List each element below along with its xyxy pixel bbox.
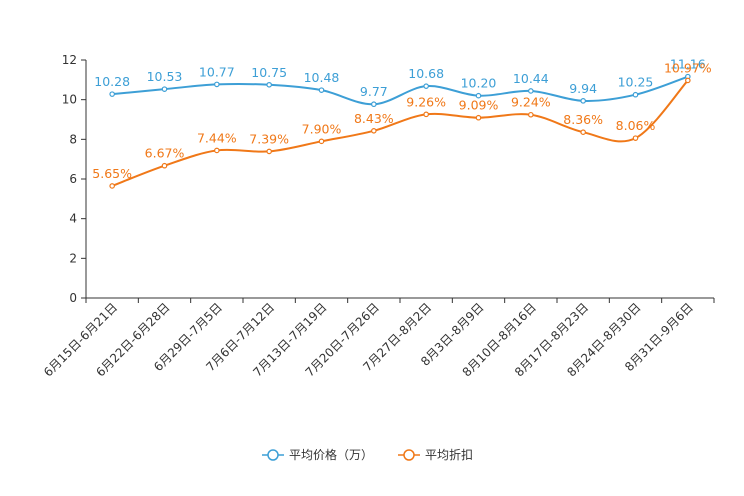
data-labels: 10.28 10.53 10.77 10.75 10.48 9.77 10.68 10.20 1… [92, 57, 711, 181]
data-label: 9.77 [360, 84, 388, 99]
data-label: 9.26% [406, 94, 446, 109]
legend-marker-icon [267, 449, 279, 461]
data-label: 10.25 [618, 75, 654, 90]
data-point[interactable] [580, 129, 586, 135]
data-point[interactable] [528, 88, 534, 94]
data-point[interactable] [475, 114, 482, 121]
data-label: 7.90% [302, 121, 342, 136]
data-point[interactable] [475, 92, 482, 99]
data-label: 9.94 [569, 81, 597, 96]
data-point[interactable] [161, 86, 168, 92]
legend-label: 平均价格（万） [289, 447, 373, 462]
data-point[interactable] [423, 111, 429, 118]
data-point[interactable] [109, 183, 115, 189]
data-label: 6.67% [145, 146, 185, 161]
data-point[interactable] [632, 135, 639, 141]
series-line-1 [111, 79, 689, 187]
data-point[interactable] [528, 111, 534, 118]
data-label: 10.44 [513, 71, 549, 86]
data-label: 8.36% [563, 112, 603, 127]
legend[interactable]: 平均价格（万） 平均折扣 [262, 447, 473, 462]
data-label: 10.20 [461, 76, 497, 91]
data-label: 9.24% [511, 95, 551, 110]
data-point[interactable] [580, 98, 586, 104]
y-tick-label: 4 [69, 212, 77, 226]
data-point[interactable] [371, 101, 377, 108]
data-point[interactable] [266, 81, 272, 88]
data-point[interactable] [423, 83, 429, 89]
y-tick-label: 10 [62, 93, 77, 107]
y-tick-label: 2 [69, 251, 77, 265]
data-label: 7.39% [249, 131, 289, 146]
data-label: 11.16 [670, 57, 706, 72]
series-lines [109, 73, 691, 189]
legend-label: 平均折扣 [425, 447, 473, 462]
data-label: 9.09% [459, 98, 499, 113]
data-label: 10.77 [199, 64, 235, 79]
data-point[interactable] [318, 138, 325, 145]
axes: 0246810126月15日-6月21日6月22日-6月28日6月29日-7月5… [41, 53, 715, 380]
data-point[interactable] [214, 81, 220, 88]
legend-item-1[interactable]: 平均折扣 [398, 447, 473, 462]
data-label: 10.97% [664, 60, 712, 75]
data-point[interactable] [685, 77, 691, 84]
legend-item-0[interactable]: 平均价格（万） [262, 447, 373, 462]
data-point[interactable] [161, 162, 168, 169]
data-label: 8.43% [354, 111, 394, 126]
data-label: 10.53 [147, 69, 183, 84]
series-line-0 [112, 75, 689, 106]
y-tick-label: 12 [62, 53, 77, 67]
data-label: 10.28 [94, 74, 130, 89]
data-label: 5.65% [92, 166, 132, 181]
y-tick-label: 6 [69, 172, 77, 186]
data-point[interactable] [632, 91, 639, 98]
data-point[interactable] [109, 91, 115, 97]
data-point[interactable] [318, 87, 325, 93]
y-tick-label: 0 [69, 291, 77, 305]
data-label: 8.06% [616, 118, 656, 133]
data-label: 10.75 [251, 65, 287, 80]
y-tick-label: 8 [69, 132, 77, 146]
data-label: 7.44% [197, 130, 237, 145]
data-point[interactable] [371, 128, 377, 134]
data-point[interactable] [266, 148, 272, 155]
legend-marker-icon [403, 449, 415, 461]
data-point[interactable] [214, 147, 220, 154]
data-label: 10.68 [408, 66, 444, 81]
data-label: 10.48 [304, 70, 340, 85]
